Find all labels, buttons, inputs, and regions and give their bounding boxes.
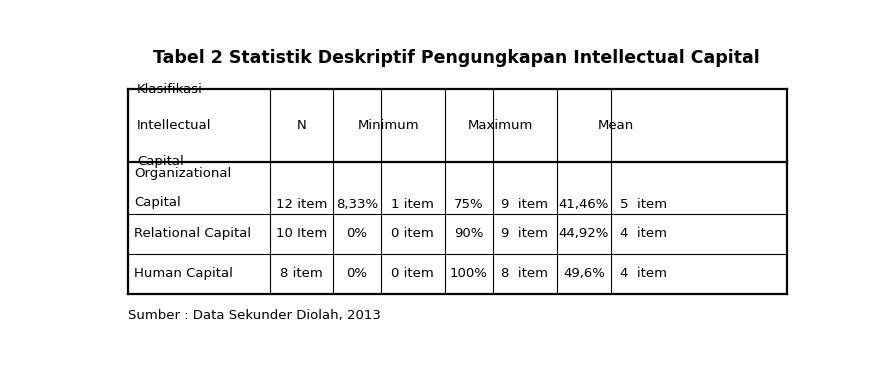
Text: 100%: 100% bbox=[449, 267, 488, 280]
Text: Maximum: Maximum bbox=[468, 119, 533, 132]
Text: 8  item: 8 item bbox=[501, 267, 548, 280]
Text: Klasifikasi

Intellectual

Capital: Klasifikasi Intellectual Capital bbox=[137, 83, 211, 168]
Text: Sumber : Data Sekunder Diolah, 2013: Sumber : Data Sekunder Diolah, 2013 bbox=[128, 309, 382, 322]
Text: 4  item: 4 item bbox=[619, 227, 667, 240]
Text: 4  item: 4 item bbox=[619, 267, 667, 280]
Text: 0%: 0% bbox=[346, 227, 368, 240]
Text: 90%: 90% bbox=[454, 227, 483, 240]
Text: 75%: 75% bbox=[454, 198, 483, 211]
Text: 9  item: 9 item bbox=[501, 198, 548, 211]
Text: 0 item: 0 item bbox=[392, 267, 434, 280]
Text: 44,92%: 44,92% bbox=[559, 227, 609, 240]
Text: 1 item: 1 item bbox=[392, 198, 434, 211]
Text: 5  item: 5 item bbox=[619, 198, 667, 211]
Text: 12 item: 12 item bbox=[276, 198, 328, 211]
Text: 0%: 0% bbox=[346, 267, 368, 280]
Text: 41,46%: 41,46% bbox=[559, 198, 609, 211]
Text: 0 item: 0 item bbox=[392, 227, 434, 240]
Text: N: N bbox=[296, 119, 306, 132]
Text: 8,33%: 8,33% bbox=[336, 198, 377, 211]
Text: Capital: Capital bbox=[134, 196, 181, 209]
Text: 10 Item: 10 Item bbox=[276, 227, 327, 240]
Text: Organizational: Organizational bbox=[134, 167, 231, 180]
Text: Human Capital: Human Capital bbox=[134, 267, 233, 280]
Text: Tabel 2 Statistik Deskriptif Pengungkapan Intellectual Capital: Tabel 2 Statistik Deskriptif Pengungkapa… bbox=[153, 48, 759, 67]
Text: Mean: Mean bbox=[598, 119, 634, 132]
Text: 8 item: 8 item bbox=[280, 267, 323, 280]
Text: 9  item: 9 item bbox=[501, 227, 548, 240]
Text: 49,6%: 49,6% bbox=[563, 267, 605, 280]
Text: Minimum: Minimum bbox=[358, 119, 419, 132]
Text: Relational Capital: Relational Capital bbox=[134, 227, 251, 240]
